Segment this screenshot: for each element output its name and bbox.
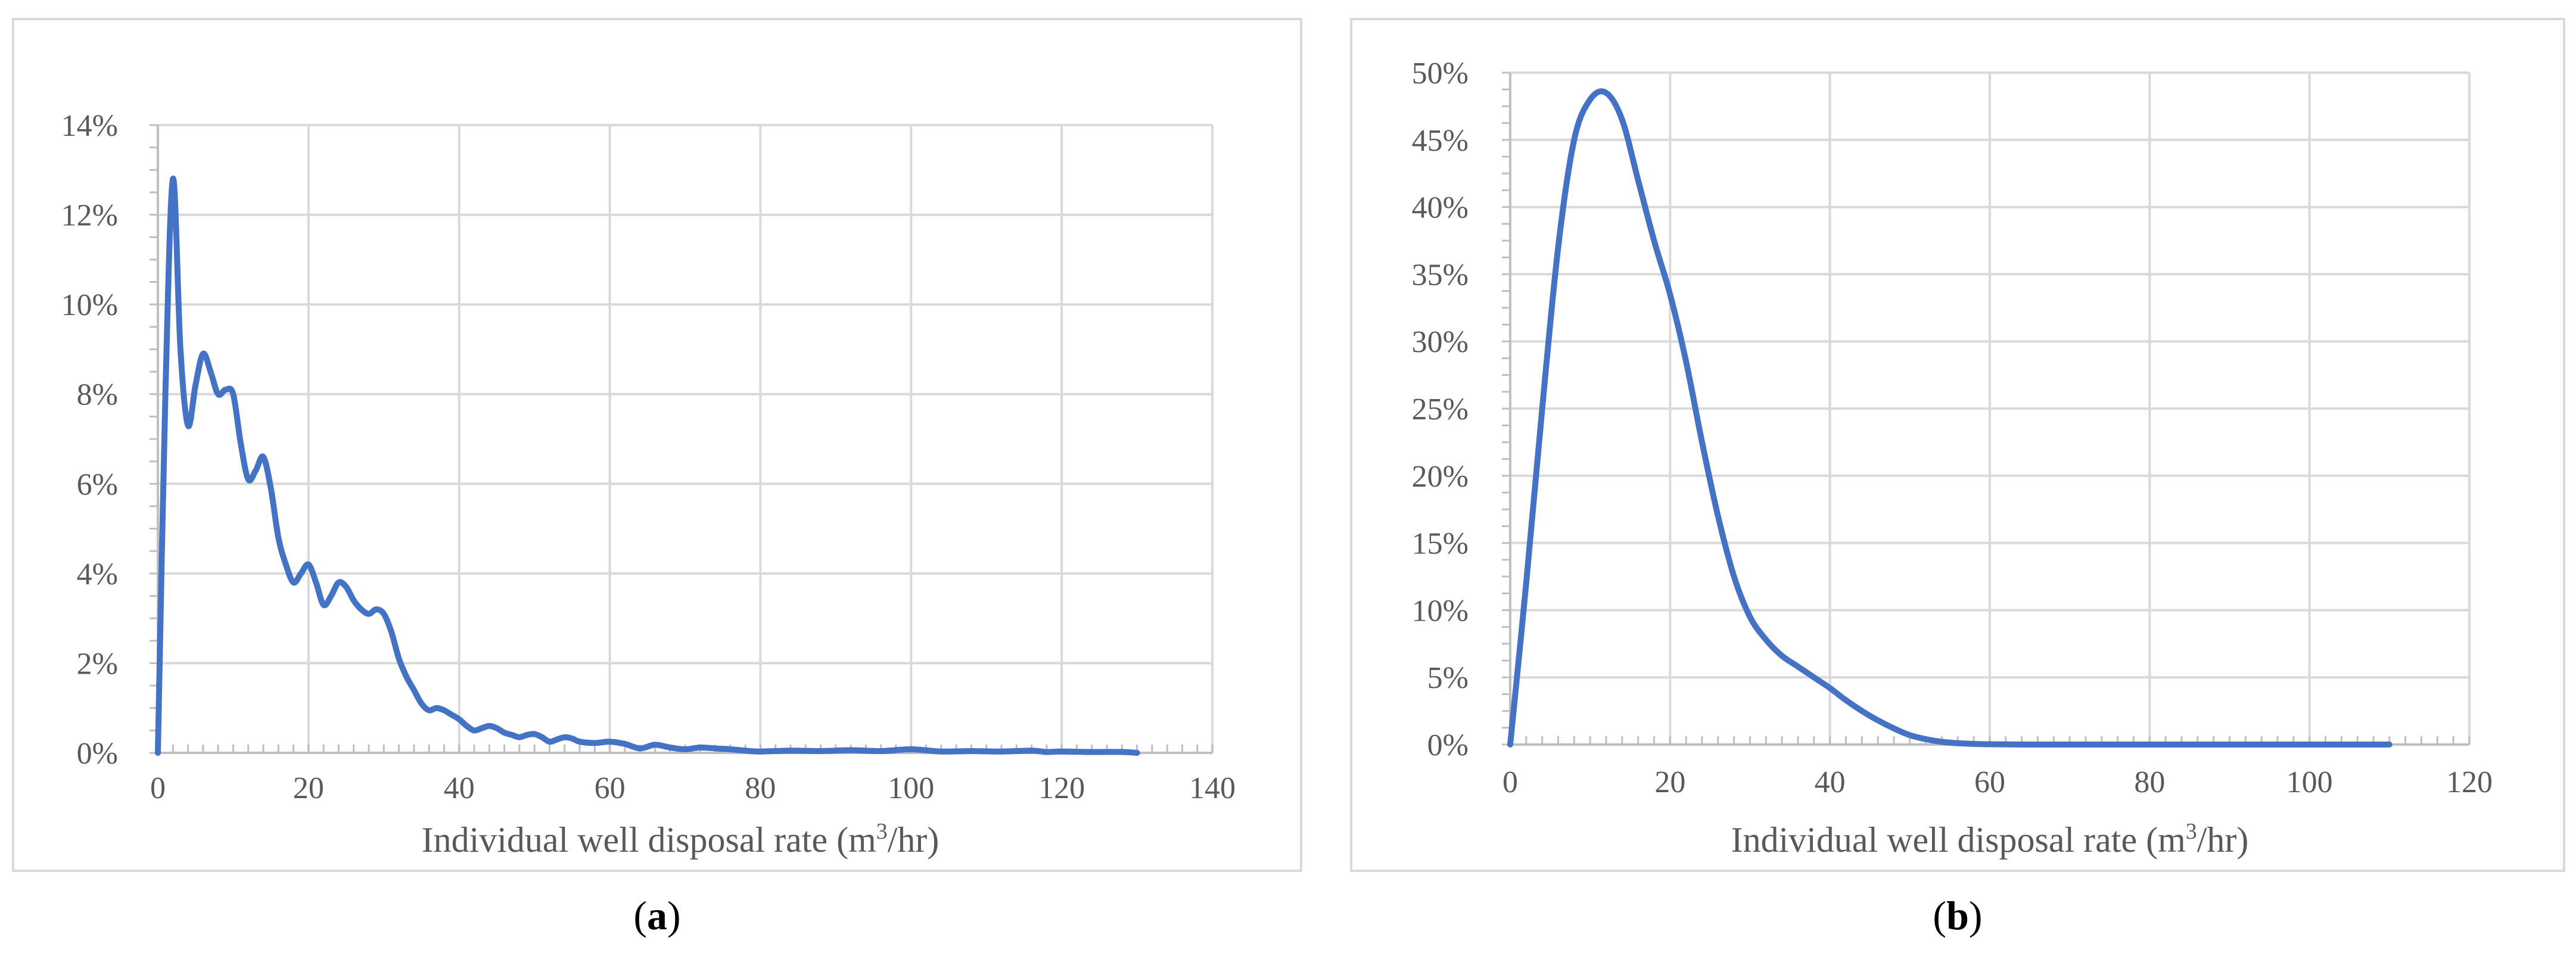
- y-tick-label: 25%: [1412, 393, 1469, 426]
- x-axis-title-main: Individual well disposal rate (m: [422, 820, 876, 859]
- panel-caption-letter: b: [1946, 893, 1969, 938]
- y-tick-label: 20%: [1412, 460, 1469, 494]
- panel-caption: (b): [1933, 893, 1982, 938]
- x-tick-label: 0: [150, 771, 166, 805]
- x-tick-label: 0: [1502, 765, 1518, 799]
- x-axis-title: Individual well disposal rate (m3/hr): [422, 819, 939, 859]
- x-tick-label: 20: [293, 771, 324, 805]
- x-tick-label: 120: [2446, 765, 2493, 799]
- x-tick-label: 40: [1815, 765, 1846, 799]
- chart-panel-a: 0 20 40 60 80 100 120 140 0% 2% 4% 6% 8% 10% 12% 14% I…: [12, 18, 1302, 938]
- series-line: [1507, 88, 2393, 748]
- y-tick-label: 0%: [1427, 728, 1469, 762]
- series-layer: [155, 176, 1140, 756]
- y-tick-label: 10%: [1412, 594, 1469, 628]
- y-tick-label: 10%: [61, 288, 118, 322]
- y-tick-label: 14%: [61, 109, 118, 143]
- y-tick-label: 30%: [1412, 325, 1469, 359]
- x-axis-title-tail: /hr): [888, 820, 939, 859]
- x-tick-label: 80: [745, 771, 776, 805]
- chart-frame: [1350, 18, 2565, 872]
- y-tick-label: 6%: [77, 468, 118, 502]
- x-tick-label: 20: [1654, 765, 1685, 799]
- x-tick-label: 80: [2134, 765, 2165, 799]
- x-tick-label: 40: [444, 771, 475, 805]
- chart-panel-b: 0 20 40 60 80 100 120 0% 5% 10% 15% 20% 25% 30% 35% 40…: [1350, 18, 2565, 938]
- x-tick-labels: 0 20 40 60 80 100 120: [1502, 765, 2493, 799]
- series-layer: [1507, 88, 2393, 748]
- x-tick-label: 120: [1038, 771, 1085, 805]
- y-tick-label: 40%: [1412, 191, 1469, 225]
- x-tick-label: 100: [2286, 765, 2333, 799]
- x-tick-label: 60: [595, 771, 626, 805]
- y-tick-label: 15%: [1412, 527, 1469, 561]
- y-tick-label: 0%: [77, 737, 118, 771]
- y-tick-labels: 0% 2% 4% 6% 8% 10% 12% 14%: [61, 109, 118, 771]
- y-tick-label: 2%: [77, 647, 118, 681]
- panel-caption: (a): [633, 893, 680, 938]
- x-axis-title: Individual well disposal rate (m3/hr): [1731, 819, 2249, 859]
- gridlines: [158, 124, 1214, 753]
- series-line: [155, 176, 1140, 756]
- y-tick-label: 5%: [1427, 661, 1469, 695]
- y-tick-label: 50%: [1412, 57, 1469, 91]
- x-tick-label: 140: [1189, 771, 1236, 805]
- y-tick-label: 4%: [77, 558, 118, 591]
- x-tick-label: 60: [1974, 765, 2005, 799]
- gridlines: [1510, 71, 2471, 745]
- y-tick-label: 45%: [1412, 124, 1469, 158]
- chart-frame: [12, 18, 1302, 872]
- panel-caption-letter: a: [647, 893, 667, 938]
- y-tick-label: 8%: [77, 378, 118, 412]
- y-tick-label: 35%: [1412, 258, 1469, 292]
- x-axis-title-main: Individual well disposal rate (m: [1731, 820, 2186, 859]
- y-tick-labels: 0% 5% 10% 15% 20% 25% 30% 35% 40% 45% 50%: [1412, 57, 1469, 762]
- x-axis-title-superscript: 3: [2186, 819, 2197, 844]
- x-tick-labels: 0 20 40 60 80 100 120 140: [150, 771, 1236, 805]
- x-tick-label: 100: [888, 771, 934, 805]
- x-axis-title-tail: /hr): [2197, 820, 2249, 859]
- y-tick-label: 12%: [61, 199, 118, 233]
- x-axis-title-superscript: 3: [876, 819, 888, 844]
